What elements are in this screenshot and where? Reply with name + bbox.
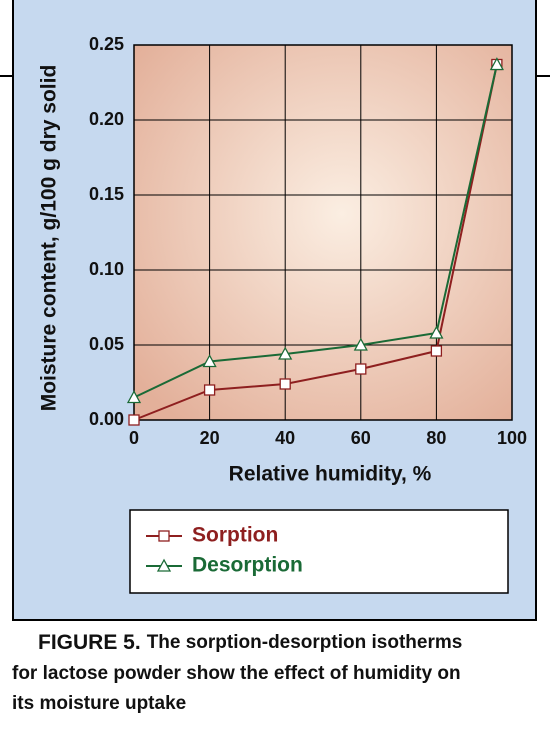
y-tick-label: 0.10 — [89, 259, 124, 279]
marker — [278, 346, 293, 360]
y-tick-label: 0.15 — [89, 184, 124, 204]
caption-line: for lactose powder show the effect of hu… — [12, 663, 461, 684]
plot-area — [134, 45, 512, 420]
y-tick-label: 0.00 — [89, 409, 124, 429]
x-tick-label: 20 — [200, 428, 220, 448]
legend-marker — [158, 530, 170, 542]
x-tick-label: 80 — [426, 428, 446, 448]
y-tick-label: 0.25 — [89, 34, 124, 54]
legend-marker — [156, 558, 172, 572]
caption-label: FIGURE 5. — [38, 631, 141, 654]
legend-label: Sorption — [192, 524, 278, 547]
marker — [279, 378, 291, 390]
marker — [202, 354, 217, 368]
marker — [489, 57, 504, 71]
x-tick-label: 60 — [351, 428, 371, 448]
caption-line: its moisture uptake — [12, 693, 186, 714]
marker — [429, 325, 444, 339]
plot-frame — [133, 44, 513, 421]
marker — [355, 363, 367, 375]
x-axis-title: Relative humidity, % — [229, 463, 432, 486]
caption-line: The sorption-desorption isotherms — [147, 632, 463, 653]
legend — [129, 509, 509, 594]
marker — [128, 414, 140, 426]
series-line — [133, 64, 498, 399]
y-axis-title: Moisture content, g/100 g dry solid — [38, 65, 61, 412]
marker — [430, 345, 443, 357]
x-tick-label: 0 — [129, 428, 139, 448]
y-tick-label: 0.05 — [89, 334, 124, 354]
marker — [203, 384, 216, 396]
x-tick-label: 100 — [497, 428, 527, 448]
legend-label: Desorption — [192, 554, 303, 577]
marker — [126, 390, 142, 404]
y-tick-label: 0.20 — [89, 109, 124, 129]
caption: FIGURE 5. The sorption-desorption isother… — [38, 631, 462, 654]
marker — [353, 337, 368, 351]
series-line — [133, 64, 498, 421]
x-tick-label: 40 — [275, 428, 295, 448]
